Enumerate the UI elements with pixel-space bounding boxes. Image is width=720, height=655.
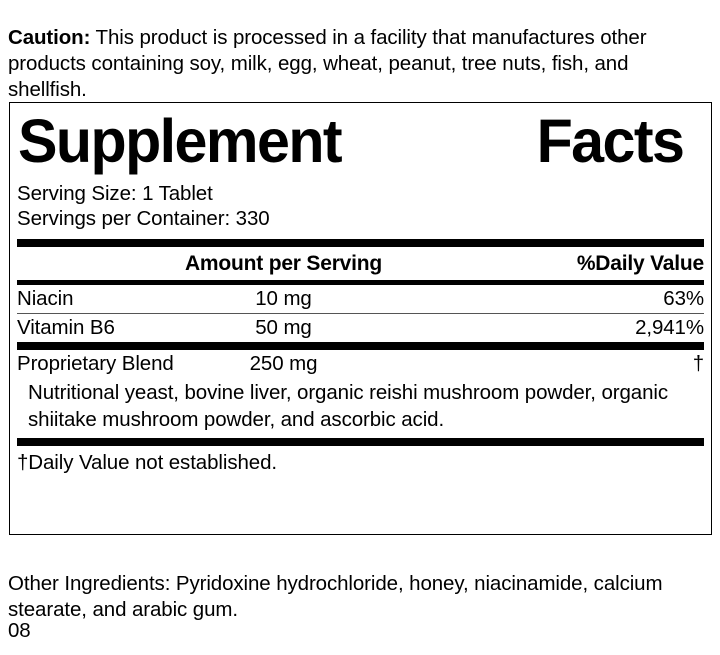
proprietary-blend-row: Proprietary Blend 250 mg † [17, 350, 704, 378]
table-header-row: Amount per Serving %Daily Value [17, 247, 704, 280]
rule-thick-above-header [17, 239, 704, 247]
nutrient-daily-value: 63% [663, 286, 704, 310]
header-percent-daily-value: %Daily Value [576, 252, 704, 275]
title-word-facts: Facts [536, 107, 685, 175]
nutrient-amount: 10 mg [255, 286, 312, 310]
header-amount-per-serving: Amount per Serving [184, 252, 383, 275]
table-row: Vitamin B6 50 mg 2,941% [17, 314, 704, 342]
rule-thick-above-footnote [17, 437, 704, 446]
rule-medium-below-header [17, 280, 704, 285]
servings-per-container: Servings per Container: 330 [17, 207, 270, 230]
proprietary-blend-name: Proprietary Blend [17, 351, 174, 375]
proprietary-blend-daily-value: † [692, 351, 704, 375]
serving-size: Serving Size: 1 Tablet [17, 182, 213, 205]
title-word-supplement: Supplement [17, 107, 343, 175]
proprietary-blend-amount: 250 mg [249, 351, 318, 375]
table-row: Niacin 10 mg 63% [17, 285, 704, 313]
serving-info: Serving Size: 1 Tablet Servings per Cont… [17, 176, 704, 231]
spacer-above-header-rule [17, 231, 704, 239]
supplement-facts-inner: Supplement Facts Serving Size: 1 Tablet … [10, 103, 711, 534]
rule-thick-above-blend [17, 341, 704, 350]
rule-thin-between-nutrients [17, 312, 704, 314]
caution-label: Caution: [8, 25, 91, 49]
supplement-facts-title: Supplement Facts [17, 103, 685, 176]
nutrient-amount: 50 mg [255, 315, 312, 339]
nutrient-daily-value: 2,941% [635, 315, 704, 339]
caution-text: This product is processed in a facility … [8, 25, 647, 101]
nutrient-name: Niacin [17, 286, 74, 310]
caution-paragraph: Caution: This product is processed in a … [8, 25, 698, 103]
daily-value-footnote: †Daily Value not established. [17, 450, 277, 474]
other-ingredients: Other Ingredients: Pyridoxine hydrochlor… [8, 571, 663, 621]
proprietary-blend-description: Nutritional yeast, bovine liver, organic… [28, 380, 669, 431]
revision-code: 08 [8, 619, 31, 642]
supplement-facts-box: Supplement Facts Serving Size: 1 Tablet … [9, 102, 712, 535]
nutrient-name: Vitamin B6 [17, 315, 115, 339]
